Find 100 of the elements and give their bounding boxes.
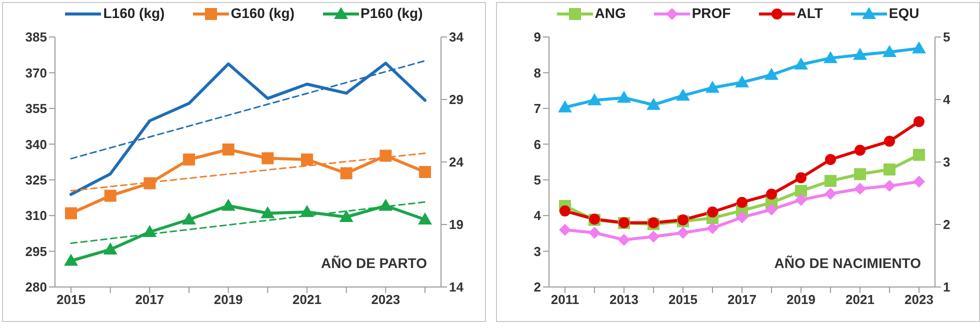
point <box>824 188 836 200</box>
point <box>736 196 748 208</box>
y-tick-label: 385 <box>25 30 47 45</box>
x-tick-label: 2013 <box>610 292 638 308</box>
y-tick-label: 4 <box>534 208 542 224</box>
point <box>676 88 690 101</box>
x-axis-title: AÑO DE PARTO <box>320 255 427 271</box>
point <box>795 184 807 197</box>
point <box>339 210 354 222</box>
y2-tick-label: 34 <box>449 30 464 45</box>
point <box>380 150 392 162</box>
point <box>854 168 866 180</box>
legend-label: EQU <box>888 5 920 21</box>
x-tick-label: 2015 <box>668 292 698 308</box>
point <box>64 254 78 266</box>
point <box>854 144 866 156</box>
point <box>618 234 630 246</box>
y-tick-label: 7 <box>534 101 541 116</box>
point <box>262 152 274 164</box>
y-tick-label: 6 <box>534 136 541 152</box>
y-tick-label: 370 <box>25 65 47 80</box>
point <box>825 154 836 165</box>
x-tick-label: 2023 <box>371 292 400 308</box>
point <box>884 164 896 176</box>
point <box>853 48 867 60</box>
point <box>103 242 118 254</box>
point <box>677 226 689 239</box>
x-tick-label: 2017 <box>135 292 164 308</box>
point <box>795 194 807 206</box>
point <box>419 166 431 178</box>
point <box>796 172 806 184</box>
point <box>617 90 631 103</box>
point <box>301 154 313 166</box>
point <box>144 177 156 190</box>
y2-tick-label: 29 <box>449 92 464 108</box>
point <box>766 188 777 200</box>
point <box>65 207 77 220</box>
point <box>646 98 660 110</box>
point <box>707 206 718 218</box>
y-tick-label: 3 <box>534 244 541 259</box>
y2-tick-label: 3 <box>943 154 950 170</box>
x-tick-label: 2021 <box>292 292 322 308</box>
point <box>182 212 196 224</box>
point <box>912 41 926 54</box>
y-tick-label: 310 <box>25 208 47 224</box>
x-tick-label: 2019 <box>786 292 816 308</box>
x-tick-label: 2015 <box>56 292 86 308</box>
y-tick-label: 8 <box>534 65 541 80</box>
y2-tick-label: 14 <box>449 280 464 295</box>
point <box>824 174 836 187</box>
x-axis-title: AÑO DE NACIMIENTO <box>774 255 921 271</box>
point <box>142 225 157 237</box>
point <box>882 45 896 57</box>
point <box>183 154 195 166</box>
point <box>736 211 748 224</box>
point <box>340 167 352 180</box>
legend-label: P160 (kg) <box>360 5 423 21</box>
y2-tick-label: 4 <box>943 92 951 108</box>
point <box>300 205 314 217</box>
point <box>706 222 718 234</box>
point <box>260 206 275 218</box>
y2-tick-label: 1 <box>943 280 950 295</box>
line-series <box>70 62 426 196</box>
point <box>913 148 925 161</box>
y2-tick-label: 5 <box>943 30 950 45</box>
point <box>222 144 234 156</box>
legend-label: G160 (kg) <box>230 5 295 21</box>
point <box>418 212 432 224</box>
y-tick-label: 355 <box>25 101 47 116</box>
point <box>558 100 572 112</box>
y-tick-label: 5 <box>534 172 541 188</box>
legend-label: ANG <box>594 5 626 21</box>
y-tick-label: 9 <box>534 30 541 45</box>
legend-label: ALT <box>796 5 823 21</box>
point <box>735 75 749 88</box>
point <box>706 80 720 93</box>
point <box>913 176 925 188</box>
point <box>559 224 571 236</box>
point <box>764 68 778 80</box>
point <box>648 230 660 243</box>
x-tick-label: 2019 <box>214 292 243 308</box>
x-tick-label: 2011 <box>550 292 580 308</box>
point <box>766 204 778 216</box>
y2-tick-label: 24 <box>449 154 464 170</box>
x-tick-label: 2021 <box>846 292 874 308</box>
x-tick-label: 2017 <box>728 292 756 308</box>
legend-label: L160 (kg) <box>103 5 165 21</box>
y2-tick-label: 19 <box>449 217 464 232</box>
y-tick-label: 340 <box>25 136 47 152</box>
point <box>588 226 600 239</box>
y2-tick-label: 2 <box>943 217 950 232</box>
point <box>560 205 570 216</box>
y-tick-label: 2 <box>534 280 541 295</box>
point <box>794 58 808 70</box>
point <box>221 198 236 211</box>
point <box>854 182 866 195</box>
point <box>824 51 838 64</box>
y-tick-label: 295 <box>25 244 47 259</box>
point <box>884 180 896 192</box>
y-tick-label: 280 <box>25 280 47 295</box>
